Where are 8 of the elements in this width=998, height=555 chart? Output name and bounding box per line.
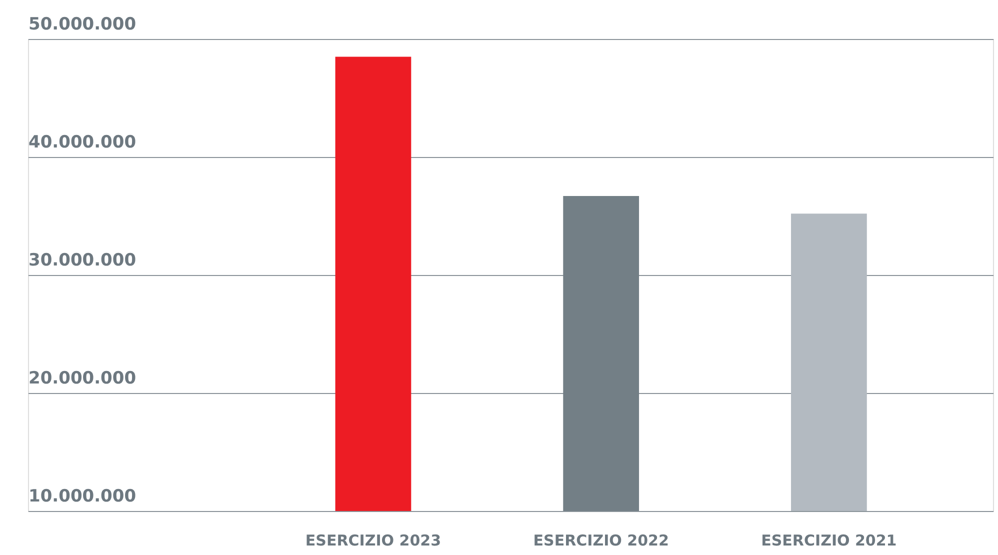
y-tick-label: 40.000.000	[28, 132, 136, 152]
x-tick-label: ESERCIZIO 2023	[305, 532, 442, 550]
x-tick-label: ESERCIZIO 2021	[761, 532, 897, 550]
y-tick-label: 20.000.000	[28, 368, 136, 388]
y-tick-label: 30.000.000	[28, 250, 136, 270]
x-tick-label: ESERCIZIO 2022	[533, 532, 669, 550]
y-tick-label: 10.000.000	[28, 486, 136, 506]
y-tick-label: 50.000.000	[28, 14, 136, 34]
